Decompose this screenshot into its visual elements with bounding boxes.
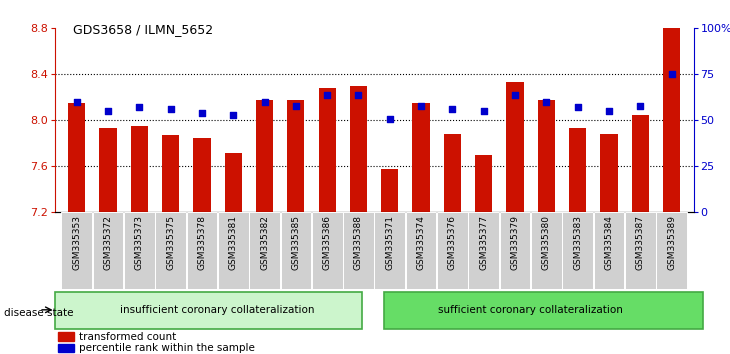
Text: GSM335380: GSM335380 bbox=[542, 215, 551, 270]
Text: GSM335384: GSM335384 bbox=[604, 215, 613, 269]
Point bbox=[258, 99, 270, 105]
Point bbox=[71, 99, 82, 105]
Bar bbox=[193, 138, 210, 212]
Point bbox=[510, 92, 521, 97]
Point bbox=[572, 105, 583, 110]
Text: GSM335378: GSM335378 bbox=[197, 215, 207, 270]
Bar bbox=[475, 155, 492, 212]
FancyBboxPatch shape bbox=[61, 212, 92, 289]
Text: GSM335373: GSM335373 bbox=[135, 215, 144, 270]
Bar bbox=[58, 344, 74, 352]
Text: GSM335377: GSM335377 bbox=[479, 215, 488, 270]
Bar bbox=[412, 103, 430, 212]
Point bbox=[353, 92, 364, 97]
Text: GSM335371: GSM335371 bbox=[385, 215, 394, 270]
FancyBboxPatch shape bbox=[218, 212, 249, 289]
Bar bbox=[225, 153, 242, 212]
FancyBboxPatch shape bbox=[531, 212, 561, 289]
Point bbox=[165, 107, 177, 112]
Point bbox=[478, 108, 490, 114]
Bar bbox=[131, 126, 148, 212]
Bar bbox=[99, 129, 117, 212]
Text: GSM335353: GSM335353 bbox=[72, 215, 81, 270]
Bar bbox=[444, 134, 461, 212]
Text: GSM335383: GSM335383 bbox=[573, 215, 582, 270]
Point bbox=[540, 99, 552, 105]
FancyBboxPatch shape bbox=[469, 212, 499, 289]
Bar bbox=[569, 129, 586, 212]
Text: disease state: disease state bbox=[4, 308, 73, 318]
FancyBboxPatch shape bbox=[499, 212, 531, 289]
Text: GDS3658 / ILMN_5652: GDS3658 / ILMN_5652 bbox=[73, 23, 213, 36]
FancyBboxPatch shape bbox=[593, 212, 624, 289]
Text: GSM335389: GSM335389 bbox=[667, 215, 676, 270]
FancyBboxPatch shape bbox=[312, 212, 342, 289]
Bar bbox=[68, 103, 85, 212]
Bar bbox=[538, 100, 555, 212]
Text: GSM335374: GSM335374 bbox=[417, 215, 426, 269]
FancyBboxPatch shape bbox=[155, 212, 186, 289]
Bar bbox=[381, 169, 399, 212]
Bar bbox=[58, 332, 74, 341]
Text: sufficient coronary collateralization: sufficient coronary collateralization bbox=[438, 305, 623, 315]
Text: GSM335386: GSM335386 bbox=[323, 215, 331, 270]
FancyBboxPatch shape bbox=[383, 292, 703, 329]
Point bbox=[134, 105, 145, 110]
FancyBboxPatch shape bbox=[249, 212, 280, 289]
Text: percentile rank within the sample: percentile rank within the sample bbox=[79, 343, 255, 353]
Point bbox=[634, 103, 646, 108]
FancyBboxPatch shape bbox=[406, 212, 437, 289]
Text: GSM335375: GSM335375 bbox=[166, 215, 175, 270]
FancyBboxPatch shape bbox=[55, 292, 361, 329]
Text: GSM335372: GSM335372 bbox=[104, 215, 112, 269]
Bar bbox=[507, 82, 523, 212]
Text: GSM335385: GSM335385 bbox=[291, 215, 300, 270]
Text: transformed count: transformed count bbox=[79, 331, 176, 342]
Bar bbox=[631, 115, 649, 212]
Bar bbox=[256, 100, 273, 212]
FancyBboxPatch shape bbox=[656, 212, 687, 289]
Bar bbox=[318, 88, 336, 212]
Bar bbox=[600, 134, 618, 212]
Point bbox=[415, 103, 427, 108]
Point bbox=[603, 108, 615, 114]
FancyBboxPatch shape bbox=[93, 212, 123, 289]
Point bbox=[666, 72, 677, 77]
Text: GSM335381: GSM335381 bbox=[228, 215, 238, 270]
Text: GSM335379: GSM335379 bbox=[510, 215, 520, 270]
FancyBboxPatch shape bbox=[625, 212, 656, 289]
Text: insufficient coronary collateralization: insufficient coronary collateralization bbox=[120, 305, 315, 315]
Bar bbox=[663, 28, 680, 212]
FancyBboxPatch shape bbox=[562, 212, 593, 289]
Text: GSM335382: GSM335382 bbox=[260, 215, 269, 269]
FancyBboxPatch shape bbox=[374, 212, 405, 289]
FancyBboxPatch shape bbox=[187, 212, 218, 289]
Text: GSM335376: GSM335376 bbox=[448, 215, 457, 270]
Bar bbox=[287, 100, 304, 212]
Point bbox=[384, 116, 396, 121]
Bar bbox=[350, 86, 367, 212]
Text: GSM335387: GSM335387 bbox=[636, 215, 645, 270]
FancyBboxPatch shape bbox=[124, 212, 155, 289]
Point bbox=[196, 110, 208, 116]
Point bbox=[102, 108, 114, 114]
FancyBboxPatch shape bbox=[280, 212, 311, 289]
FancyBboxPatch shape bbox=[437, 212, 468, 289]
Point bbox=[321, 92, 333, 97]
FancyBboxPatch shape bbox=[343, 212, 374, 289]
Point bbox=[227, 112, 239, 118]
Point bbox=[447, 107, 458, 112]
Point bbox=[290, 103, 301, 108]
Text: GSM335388: GSM335388 bbox=[354, 215, 363, 270]
Bar bbox=[162, 135, 179, 212]
